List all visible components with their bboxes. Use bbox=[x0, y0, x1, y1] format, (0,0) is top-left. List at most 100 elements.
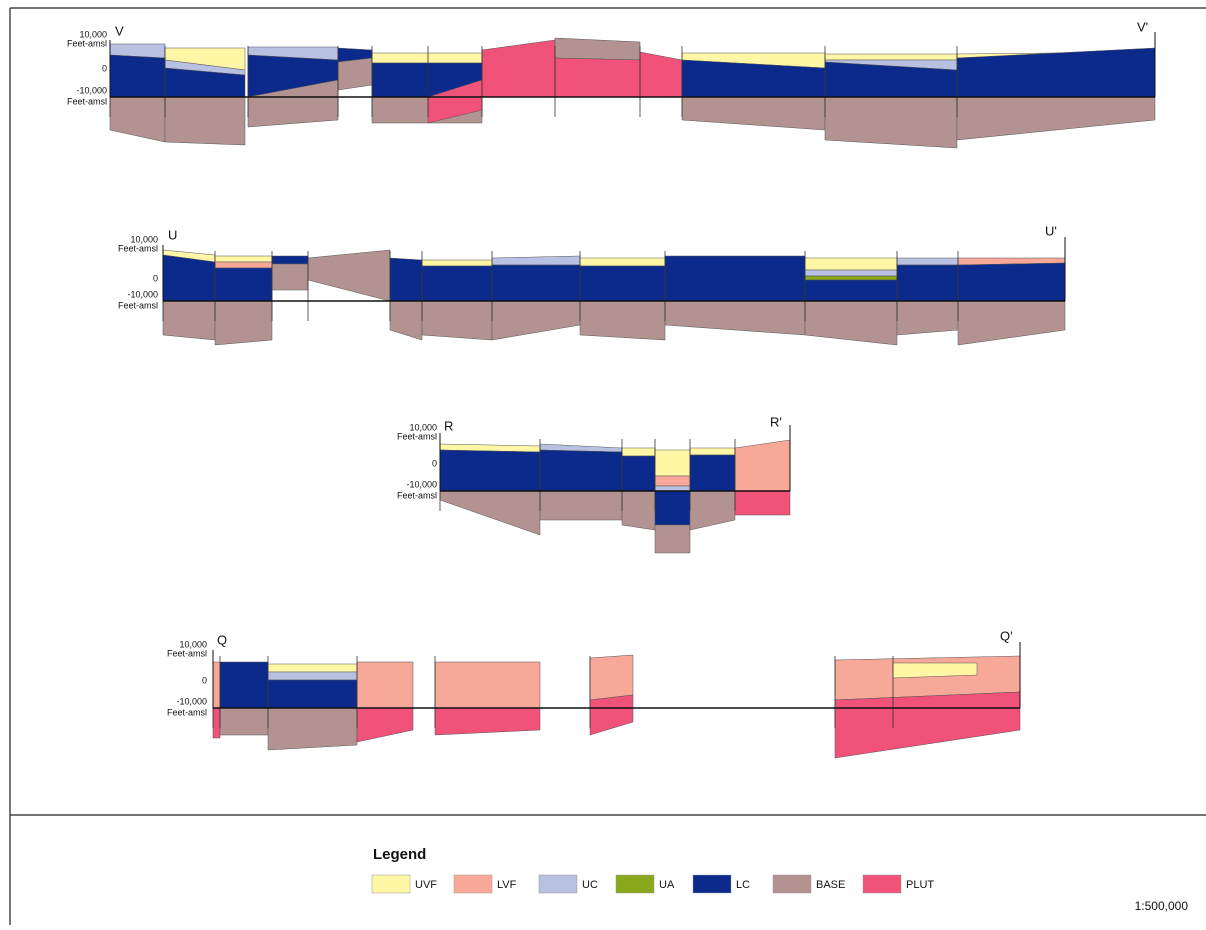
section-end-label: U' bbox=[1045, 223, 1057, 238]
rock-unit bbox=[580, 266, 665, 301]
rock-unit bbox=[665, 256, 805, 301]
rock-unit bbox=[220, 708, 268, 735]
section-end-label: Q' bbox=[1000, 628, 1013, 643]
rock-unit bbox=[580, 301, 665, 340]
rock-unit bbox=[390, 301, 422, 340]
rock-unit bbox=[682, 97, 825, 130]
axis-label: Feet-amsl bbox=[67, 38, 107, 48]
rock-unit bbox=[165, 97, 245, 145]
rock-unit bbox=[268, 664, 357, 672]
rock-unit bbox=[215, 301, 272, 345]
legend-title: Legend bbox=[373, 846, 426, 863]
rock-unit bbox=[540, 450, 622, 491]
rock-unit bbox=[492, 265, 580, 301]
section-start-label: R bbox=[444, 418, 453, 433]
axis-label: 0 bbox=[432, 458, 437, 468]
cross-section: RR'10,000Feet-amsl0-10,000Feet-amsl bbox=[397, 414, 790, 553]
rock-unit bbox=[665, 301, 805, 335]
rock-unit bbox=[357, 708, 413, 742]
section-start-label: Q bbox=[217, 632, 227, 647]
rock-unit bbox=[805, 270, 897, 276]
rock-unit bbox=[897, 301, 958, 335]
rock-unit bbox=[372, 53, 482, 63]
legend-label: UA bbox=[659, 879, 675, 891]
rock-unit bbox=[655, 491, 690, 525]
rock-unit bbox=[805, 276, 897, 280]
rock-unit bbox=[957, 97, 1155, 140]
legend-label: PLUT bbox=[906, 879, 934, 891]
rock-unit bbox=[590, 655, 633, 700]
rock-unit bbox=[555, 38, 640, 60]
rock-unit bbox=[435, 662, 540, 708]
rock-unit bbox=[110, 55, 165, 97]
legend-swatch bbox=[372, 875, 410, 893]
rock-unit bbox=[640, 52, 682, 97]
axis-label: 0 bbox=[153, 273, 158, 283]
rock-unit bbox=[422, 301, 492, 340]
rock-unit bbox=[655, 450, 690, 476]
cross-section: QQ'10,000Feet-amsl0-10,000Feet-amsl bbox=[167, 628, 1020, 758]
legend-label: UVF bbox=[415, 879, 437, 891]
axis-label: Feet-amsl bbox=[118, 300, 158, 310]
section-start-label: U bbox=[168, 227, 177, 242]
rock-unit bbox=[540, 491, 622, 520]
rock-unit bbox=[958, 263, 1065, 301]
axis-label: -10,000 bbox=[176, 696, 207, 706]
rock-unit bbox=[357, 662, 413, 708]
rock-unit bbox=[805, 258, 897, 270]
legend-label: LVF bbox=[497, 879, 517, 891]
rock-unit bbox=[690, 491, 735, 530]
legend-label: UC bbox=[582, 879, 598, 891]
legend-swatch bbox=[693, 875, 731, 893]
axis-label: -10,000 bbox=[406, 479, 437, 489]
rock-unit bbox=[215, 256, 272, 262]
legend-swatch bbox=[539, 875, 577, 893]
rock-unit bbox=[492, 256, 580, 265]
rock-unit bbox=[805, 280, 897, 301]
rock-unit bbox=[308, 250, 390, 301]
rock-unit bbox=[213, 708, 220, 738]
rock-unit bbox=[805, 301, 897, 345]
rock-unit bbox=[690, 455, 735, 491]
rock-unit bbox=[897, 265, 958, 301]
rock-unit bbox=[268, 680, 357, 708]
axis-label: Feet-amsl bbox=[397, 490, 437, 500]
rock-unit bbox=[482, 40, 555, 97]
legend-label: LC bbox=[736, 879, 750, 891]
axis-label: Feet-amsl bbox=[118, 243, 158, 253]
section-start-label: V bbox=[115, 23, 124, 38]
rock-unit bbox=[163, 301, 215, 340]
rock-unit bbox=[897, 258, 958, 265]
rock-unit bbox=[580, 258, 665, 266]
rock-unit bbox=[690, 448, 735, 455]
rock-unit bbox=[338, 58, 372, 90]
rock-unit bbox=[492, 301, 580, 340]
rock-unit bbox=[735, 440, 790, 491]
rock-unit bbox=[422, 260, 492, 266]
rock-unit bbox=[390, 258, 422, 301]
rock-unit bbox=[213, 662, 220, 708]
axis-label: Feet-amsl bbox=[167, 648, 207, 658]
rock-unit bbox=[835, 692, 1020, 758]
rock-unit bbox=[555, 58, 640, 97]
rock-unit bbox=[622, 456, 655, 491]
rock-unit bbox=[440, 450, 540, 491]
axis-label: Feet-amsl bbox=[167, 707, 207, 717]
axis-label: -10,000 bbox=[127, 289, 158, 299]
axis-label: 0 bbox=[202, 675, 207, 685]
rock-unit bbox=[622, 491, 655, 530]
rock-unit bbox=[622, 448, 655, 456]
rock-unit bbox=[655, 525, 690, 553]
rock-unit bbox=[272, 264, 308, 290]
rock-unit bbox=[435, 708, 540, 735]
rock-unit bbox=[110, 97, 165, 142]
axis-label: Feet-amsl bbox=[67, 96, 107, 106]
legend-swatch bbox=[454, 875, 492, 893]
rock-unit bbox=[163, 255, 215, 301]
rock-unit bbox=[958, 301, 1065, 345]
rock-unit bbox=[655, 476, 690, 486]
